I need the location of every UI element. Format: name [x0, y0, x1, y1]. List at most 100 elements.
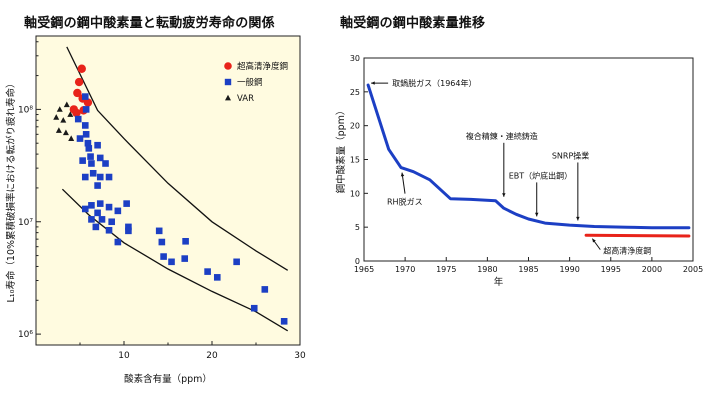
data-point-var	[53, 114, 60, 120]
data-point-var	[67, 111, 74, 117]
data-point-general-steel	[96, 154, 104, 162]
data-point-general-steel	[74, 115, 82, 123]
data-point-ultra-clean	[74, 77, 84, 87]
legend-marker-triangle	[225, 94, 231, 101]
data-point-general-steel	[168, 258, 175, 266]
data-point-general-steel	[82, 106, 90, 113]
data-point-ultra-clean	[83, 98, 93, 107]
left-chart-title: 軸受鋼の鋼中酸素量と転動疲労寿命の関係	[24, 16, 275, 31]
legend-label: 超高清浄度鋼	[237, 61, 288, 72]
data-point-general-steel	[181, 255, 189, 262]
legend-marker-circle	[224, 62, 232, 70]
data-point-general-steel	[88, 160, 95, 167]
legend-marker-square	[224, 78, 232, 86]
y-tick-label: 5	[355, 223, 360, 232]
data-point-general-steel	[105, 173, 113, 181]
data-point-ultra-clean	[77, 64, 86, 73]
data-point-general-steel	[96, 200, 104, 207]
annotation-arrow-head	[502, 193, 506, 197]
x-tick-label: 30	[294, 351, 306, 361]
x-tick-label: 1965	[354, 265, 374, 274]
x-tick-label: 1995	[601, 265, 621, 274]
data-point-general-steel	[114, 238, 122, 246]
annotation-arrow-head	[592, 238, 596, 243]
data-point-general-steel	[158, 238, 166, 246]
data-point-general-steel	[114, 207, 122, 215]
data-point-ultra-clean	[73, 88, 82, 98]
data-point-general-steel	[88, 202, 95, 209]
x-axis-label: 酸素含有量（ppm）	[124, 373, 212, 385]
annotation-arrow-head	[534, 212, 539, 217]
x-axis-label: 年	[494, 276, 504, 288]
data-point-general-steel	[89, 169, 97, 177]
data-point-general-steel	[125, 227, 132, 235]
data-point-var	[55, 127, 62, 133]
y-tick-label: 15	[350, 156, 360, 165]
data-point-var	[60, 117, 67, 123]
data-point-general-steel	[105, 203, 113, 211]
x-tick-label: 1990	[559, 265, 579, 274]
data-point-general-steel	[87, 153, 94, 160]
data-point-general-steel	[81, 205, 89, 213]
data-point-general-steel	[94, 141, 101, 149]
legend-label: 一般鋼	[237, 77, 263, 88]
line-plot-area	[363, 57, 694, 262]
data-point-general-steel	[123, 200, 130, 207]
data-point-general-steel	[160, 253, 167, 260]
data-point-general-steel	[98, 216, 106, 223]
x-tick-label: 2000	[642, 265, 662, 274]
data-point-general-steel	[81, 173, 89, 181]
right-chart-title: 軸受鋼の鋼中酸素量推移	[340, 16, 486, 31]
x-tick-label: 10	[118, 351, 130, 361]
data-point-general-steel	[213, 274, 221, 281]
plot-area	[35, 35, 301, 346]
data-point-ultra-clean	[72, 108, 81, 118]
y-tick-label: 20	[350, 122, 360, 131]
x-tick-label: 1975	[436, 265, 456, 274]
lower-bound-curve	[61, 188, 289, 332]
y-tick-label: 30	[350, 54, 360, 63]
data-point-general-steel	[105, 226, 113, 234]
data-point-general-steel	[88, 216, 95, 223]
data-point-general-steel	[84, 139, 92, 147]
x-tick-label: 1985	[518, 265, 538, 274]
oxygen-trend-line	[366, 83, 691, 230]
y-tick-label: 0	[355, 257, 360, 266]
upper-bound-curve	[66, 46, 289, 271]
annotation-arrow-head	[400, 172, 405, 177]
y-tick-label: 10	[350, 189, 360, 198]
data-point-general-steel	[94, 209, 101, 217]
data-point-var	[62, 129, 69, 136]
data-point-general-steel	[155, 227, 163, 235]
data-point-var	[68, 135, 75, 141]
data-point-general-steel	[108, 218, 115, 226]
data-point-general-steel	[233, 258, 240, 266]
annotation-label: 取鍋脱ガス（1964年）	[392, 78, 476, 88]
annotation-label: 複合精錬・連続鋳造	[466, 131, 538, 141]
x-tick-label: 1970	[395, 265, 415, 274]
data-point-general-steel	[204, 268, 211, 275]
data-point-var	[56, 106, 63, 112]
data-point-general-steel	[102, 160, 109, 167]
data-point-general-steel	[125, 223, 132, 231]
data-point-general-steel	[250, 304, 258, 312]
data-point-general-steel	[81, 122, 89, 129]
data-point-general-steel	[76, 135, 84, 142]
data-point-var	[63, 101, 70, 108]
legend-label: VAR	[237, 94, 254, 104]
data-point-general-steel	[82, 131, 90, 138]
annotation-label: SNRP操業	[552, 150, 589, 160]
y-tick-label: 10⁷	[18, 218, 33, 228]
annotation-label: RH脱ガス	[387, 197, 423, 207]
annotation-arrow-head	[371, 81, 375, 85]
y-axis-label: L₁₀寿命（10%累積破損率における転がり疲れ寿命）	[5, 78, 17, 302]
data-point-general-steel	[96, 173, 104, 181]
y-axis-label: 鋼中酸素量（ppm）	[335, 106, 347, 194]
annotation-arrow-head	[576, 216, 580, 221]
data-point-general-steel	[261, 286, 269, 293]
data-point-general-steel	[92, 223, 100, 231]
data-point-general-steel	[94, 182, 101, 189]
data-point-general-steel	[85, 145, 93, 152]
